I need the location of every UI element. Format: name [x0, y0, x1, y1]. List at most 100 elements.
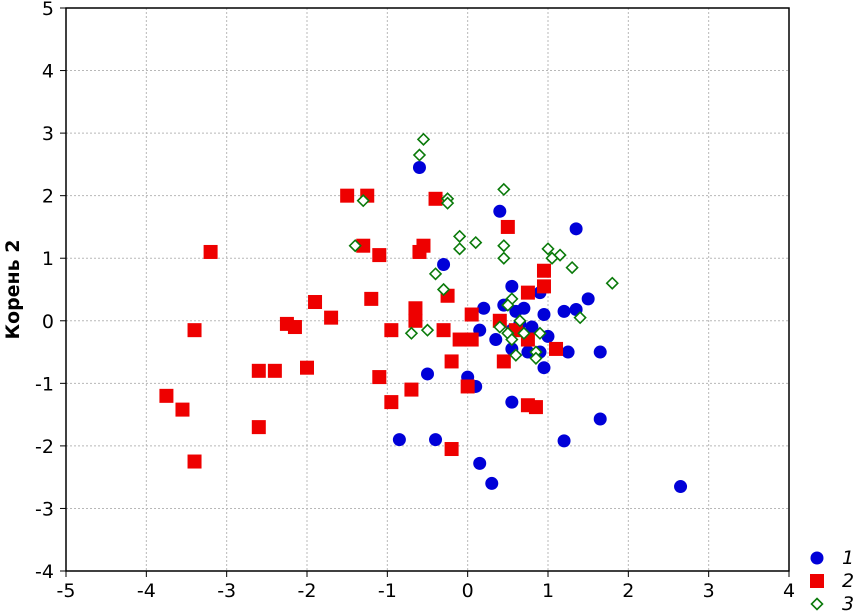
data-point-diamond: [529, 351, 543, 365]
data-point-square: [384, 323, 399, 338]
data-point-square: [175, 402, 190, 417]
data-point-circle: [412, 161, 426, 175]
data-point-circle: [525, 320, 539, 334]
data-point-square: [528, 400, 543, 415]
x-tick-label: 2: [622, 580, 634, 602]
plot-frame: [65, 7, 790, 572]
data-point-square: [408, 301, 423, 316]
data-point-square: [444, 354, 459, 369]
data-point-square: [536, 279, 551, 294]
series-3: [348, 132, 619, 365]
data-point-circle: [477, 301, 491, 315]
y-axis-title: Корень 2: [2, 239, 24, 339]
y-tick-label: 5: [42, 0, 54, 20]
legend: 123: [810, 547, 854, 612]
x-tick-label: 3: [703, 580, 715, 602]
data-point-square: [404, 382, 419, 397]
data-point-circle: [674, 480, 688, 494]
data-point-diamond: [416, 132, 431, 146]
legend-label: 3: [842, 593, 854, 612]
data-point-square: [549, 341, 564, 356]
data-point-square: [372, 248, 387, 263]
data-point-circle: [392, 433, 406, 447]
data-point-diamond: [469, 235, 483, 250]
data-point-square: [356, 238, 371, 253]
data-point-circle: [489, 333, 503, 347]
x-tick-label: -1: [378, 580, 397, 602]
data-points: [159, 132, 688, 494]
data-point-square: [287, 320, 302, 335]
y-tick-label: 1: [42, 248, 54, 270]
legend-marker-square: [810, 574, 824, 588]
data-point-diamond: [348, 239, 362, 253]
data-point-square: [412, 244, 427, 259]
data-point-square: [340, 188, 355, 203]
legend-marker-diamond: [810, 597, 824, 611]
data-point-circle: [557, 434, 571, 448]
data-point-square: [267, 363, 282, 378]
data-point-diamond: [541, 242, 555, 256]
x-tick-label: 1: [542, 580, 554, 602]
data-point-circle: [505, 279, 519, 293]
data-point-circle: [537, 308, 551, 322]
data-point-diamond: [553, 248, 567, 262]
y-tick-label: 3: [42, 123, 54, 145]
data-point-circle: [429, 433, 443, 447]
data-point-diamond: [497, 251, 511, 265]
data-point-circle: [517, 301, 531, 315]
data-point-square: [308, 295, 323, 310]
y-tick-label: -3: [35, 498, 54, 520]
data-point-circle: [421, 367, 434, 381]
data-point-diamond: [453, 229, 467, 243]
legend-label: 2: [842, 570, 854, 592]
data-point-square: [372, 370, 387, 385]
data-point-square: [187, 454, 202, 469]
data-point-diamond: [501, 298, 515, 312]
data-point-diamond: [505, 332, 519, 347]
data-point-diamond: [412, 148, 427, 162]
y-tick-label: -1: [35, 373, 54, 395]
data-point-square: [464, 332, 479, 347]
data-point-diamond: [453, 242, 467, 256]
x-tick-label: -3: [217, 580, 236, 602]
data-point-circle: [557, 304, 571, 318]
data-point-square: [324, 310, 339, 325]
data-point-square: [251, 363, 266, 378]
y-tick-label: -2: [35, 436, 54, 458]
data-point-circle: [593, 412, 607, 426]
data-point-circle: [561, 345, 575, 359]
data-point-square: [460, 379, 475, 394]
data-point-square: [520, 285, 535, 300]
series-1: [392, 161, 688, 494]
y-tick-label: -4: [35, 561, 54, 583]
data-point-diamond: [517, 326, 531, 340]
data-point-diamond: [605, 276, 619, 290]
data-point-circle: [493, 204, 507, 218]
x-tick-label: -2: [298, 580, 317, 602]
data-point-diamond: [513, 314, 527, 328]
data-point-circle: [521, 345, 535, 359]
data-point-diamond: [493, 320, 507, 334]
y-tick-label: 4: [42, 61, 54, 83]
data-point-diamond: [509, 348, 523, 362]
data-point-square: [203, 244, 218, 259]
data-point-square: [408, 313, 423, 328]
data-point-circle: [437, 257, 451, 271]
data-point-circle: [581, 292, 595, 306]
x-tick-label: -5: [57, 580, 76, 602]
data-point-square: [500, 219, 515, 234]
data-point-circle: [505, 395, 519, 409]
data-point-square: [436, 323, 451, 338]
data-point-circle: [473, 456, 487, 470]
data-point-diamond: [404, 326, 419, 340]
legend-label: 1: [842, 547, 854, 569]
data-point-square: [452, 332, 467, 347]
data-point-square: [300, 360, 314, 375]
y-tick-label: 0: [42, 311, 54, 333]
data-point-square: [428, 191, 443, 206]
data-point-square: [496, 354, 511, 369]
x-tick-label: 0: [462, 580, 474, 602]
x-tick-label: 4: [783, 580, 795, 602]
